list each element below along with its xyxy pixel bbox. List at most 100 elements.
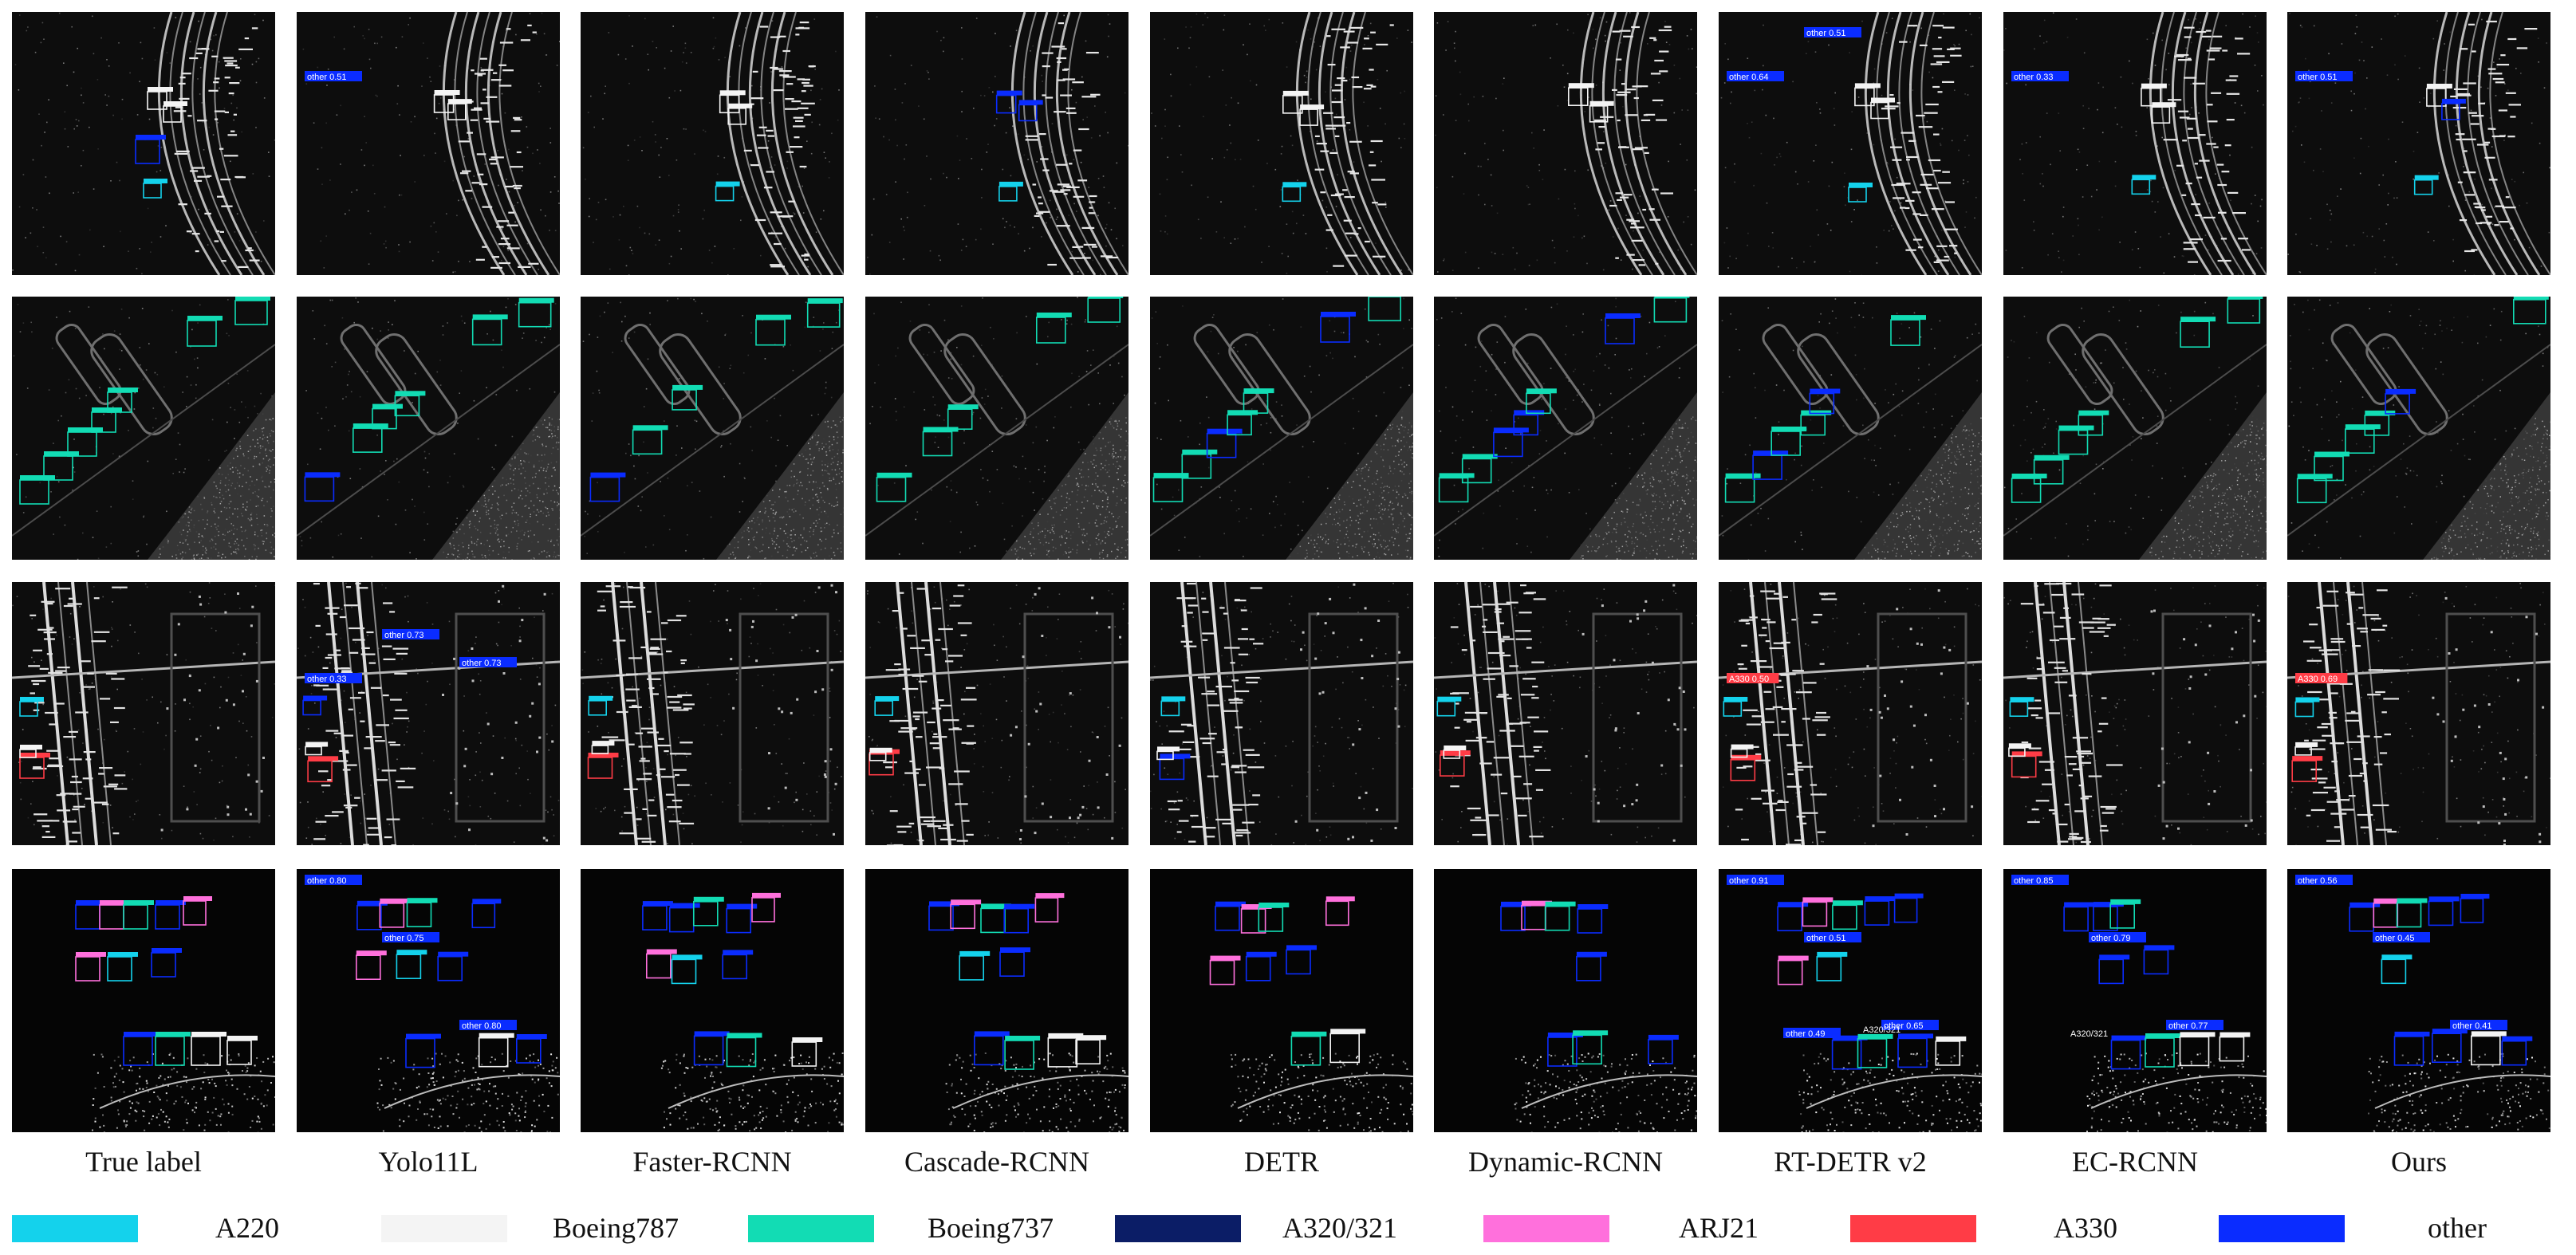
detection-tag xyxy=(2132,175,2157,180)
legend-swatch xyxy=(1483,1215,1609,1242)
detection-tag xyxy=(108,388,138,392)
detection-tag xyxy=(2513,297,2549,300)
detection-tag xyxy=(1048,1033,1084,1038)
detection-tag xyxy=(1282,182,1307,187)
detection-box xyxy=(1159,757,1185,781)
detection-tag xyxy=(752,892,781,898)
sar-image-tile xyxy=(2003,297,2267,560)
detection-box xyxy=(518,301,552,328)
detection-tag xyxy=(947,404,979,410)
detection-tag xyxy=(20,475,55,480)
detection-score-label: A330 0.69 xyxy=(2298,675,2338,684)
detection-tag xyxy=(2365,410,2396,415)
detection-tag xyxy=(1153,473,1189,478)
detection-box xyxy=(2078,414,2104,436)
detection-tag xyxy=(144,179,167,183)
detection-tag xyxy=(2227,297,2263,299)
detection-tag xyxy=(1898,1033,1933,1039)
detection-box xyxy=(722,954,747,980)
sar-image-tile xyxy=(1434,12,1697,275)
sar-image-tile: A330 0.50 xyxy=(1719,582,1982,845)
detection-tag xyxy=(1182,449,1218,454)
detection-tag xyxy=(148,87,173,92)
detection-tag xyxy=(2152,102,2176,108)
detection-tag xyxy=(305,742,329,747)
detection-label-bg xyxy=(1881,1020,1939,1030)
legend-label: A220 xyxy=(215,1212,279,1244)
legend-label: Boeing737 xyxy=(928,1212,1054,1244)
detection-tag xyxy=(1439,473,1475,478)
sar-image xyxy=(581,297,844,560)
sar-image-tile: other 0.33 xyxy=(2003,12,2267,275)
detection-box xyxy=(1368,297,1402,321)
sar-image: A330 0.50 xyxy=(1719,582,1982,845)
detection-tag xyxy=(672,954,703,960)
detection-label-bg xyxy=(382,932,439,942)
legend-item: A220 xyxy=(12,1204,363,1244)
detection-tag xyxy=(1857,1033,1893,1039)
detection-tag xyxy=(1462,454,1498,459)
detection-box xyxy=(1245,956,1271,982)
detection-tag xyxy=(1246,951,1277,957)
detection-tag xyxy=(1210,955,1241,961)
detection-label-bg xyxy=(382,629,439,639)
detection-tag xyxy=(1725,473,1761,478)
detection-score-label: other 0.41 xyxy=(2452,1021,2492,1031)
class-legend: A220 Boeing787 Boeing737 A320/321 ARJ21 A330 o… xyxy=(0,1204,2576,1244)
sar-image-tile xyxy=(1150,582,1413,845)
detection-tag xyxy=(929,901,959,907)
detection-box xyxy=(1935,1041,1961,1066)
detection-tag xyxy=(807,298,843,304)
detection-tag xyxy=(590,472,626,478)
detection-box xyxy=(356,904,382,930)
detection-tag xyxy=(728,103,753,108)
sar-image-tile: other 0.51 xyxy=(297,12,560,275)
legend-item: ARJ21 xyxy=(1483,1204,1834,1244)
detection-score-label: other 0.51 xyxy=(2298,73,2338,82)
detection-tag xyxy=(44,451,79,456)
detection-tag xyxy=(407,898,438,903)
sar-image-tile xyxy=(581,582,844,845)
detection-tag xyxy=(434,90,460,95)
detection-tag xyxy=(1501,901,1531,907)
detection-tag xyxy=(516,1034,547,1039)
detection-label-bg xyxy=(1727,673,1779,683)
detection-tag xyxy=(727,903,758,909)
detection-box xyxy=(447,103,467,120)
comparison-grid: other 0.51 other 0.64 other 0.51 other 0.33… xyxy=(12,12,2550,1132)
detection-label-bg xyxy=(1804,27,1861,37)
sar-image xyxy=(1150,12,1413,275)
legend-swatch xyxy=(381,1215,507,1242)
detection-tag xyxy=(396,950,427,955)
sar-image xyxy=(12,869,275,1132)
detection-tag xyxy=(1286,945,1317,950)
detection-score-label: other 0.51 xyxy=(1806,934,1846,943)
detection-tag xyxy=(1160,753,1191,759)
detection-box xyxy=(2009,701,2029,717)
detection-tag xyxy=(2397,898,2428,903)
sar-image xyxy=(581,12,844,275)
sar-image: A330 0.69 xyxy=(2287,582,2550,845)
detection-score-label: other 0.65 xyxy=(1884,1021,1924,1031)
detection-tag xyxy=(2432,1029,2468,1034)
detection-tag xyxy=(2381,954,2413,960)
detection-label-bg xyxy=(2011,875,2069,885)
detection-tag xyxy=(2220,1032,2251,1037)
sar-image xyxy=(1150,869,1413,1132)
sar-image xyxy=(581,582,844,845)
detection-tag xyxy=(1291,1031,1327,1037)
sar-image xyxy=(865,297,1128,560)
sar-image xyxy=(1150,582,1413,845)
sar-image: other 0.85 other 0.79 other 0.77 A320/321 xyxy=(2003,869,2267,1132)
detection-tag xyxy=(672,384,703,390)
detection-box xyxy=(947,408,973,430)
detection-tag xyxy=(1227,410,1258,415)
sar-image xyxy=(1434,297,1697,560)
sar-image-tile: other 0.56 other 0.45 other 0.41 xyxy=(2287,869,2550,1132)
detection-tag xyxy=(353,423,388,429)
sar-image-tile xyxy=(12,12,275,275)
detection-box xyxy=(1329,1033,1360,1064)
detection-tag xyxy=(2078,410,2109,415)
sar-image: other 0.33 other 0.73 other 0.73 xyxy=(297,582,560,845)
detection-tag xyxy=(124,1032,159,1037)
